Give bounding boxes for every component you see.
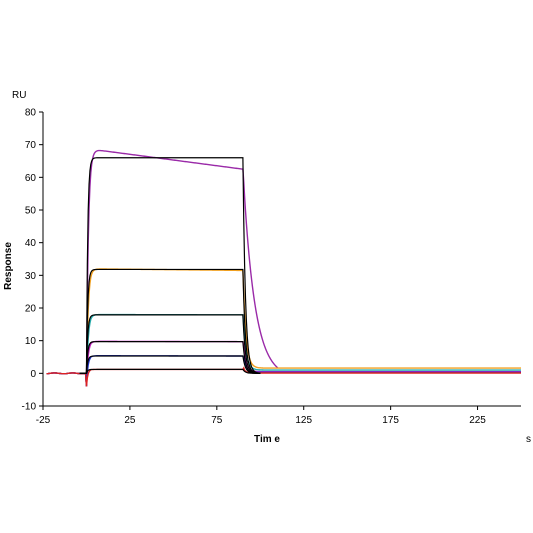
data-series-line [46, 340, 521, 387]
x-tick-label: 25 [124, 415, 136, 426]
y-unit-label: RU [12, 90, 26, 101]
curves-group [46, 149, 521, 387]
x-unit-label: s [526, 434, 531, 445]
y-tick-label: 10 [25, 336, 37, 347]
y-axis-title: Response [3, 242, 14, 290]
fit-curve-line [79, 368, 261, 374]
y-tick-label: 80 [25, 108, 37, 119]
y-tick-label: 0 [30, 369, 36, 380]
x-tick-label: 175 [382, 415, 399, 426]
y-tick-label: 60 [25, 173, 37, 184]
y-tick-label: 40 [25, 238, 37, 249]
y-tick-label: 30 [25, 271, 37, 282]
x-tick-label: 75 [211, 415, 223, 426]
y-tick-label: -10 [22, 402, 37, 413]
x-tick-label: -25 [36, 415, 51, 426]
fit-curve-line [79, 341, 261, 374]
y-ticks-group: -10 0 10 20 30 40 50 60 70 80 [22, 108, 43, 413]
fit-curve-line [79, 157, 261, 374]
x-tick-label: 125 [295, 415, 312, 426]
fit-curve-line [79, 314, 261, 374]
fit-curve-line [79, 355, 261, 374]
fit-curve-line [79, 268, 261, 374]
x-tick-label: 225 [469, 415, 486, 426]
y-tick-label: 70 [25, 140, 37, 151]
data-series-line [46, 313, 521, 387]
axes-group [42, 112, 521, 407]
x-axis-title: Tim e [254, 434, 280, 445]
x-ticks-group: -25 25 75 125 175 225 [36, 406, 486, 426]
y-tick-label: 50 [25, 206, 37, 217]
y-tick-label: 20 [25, 304, 37, 315]
